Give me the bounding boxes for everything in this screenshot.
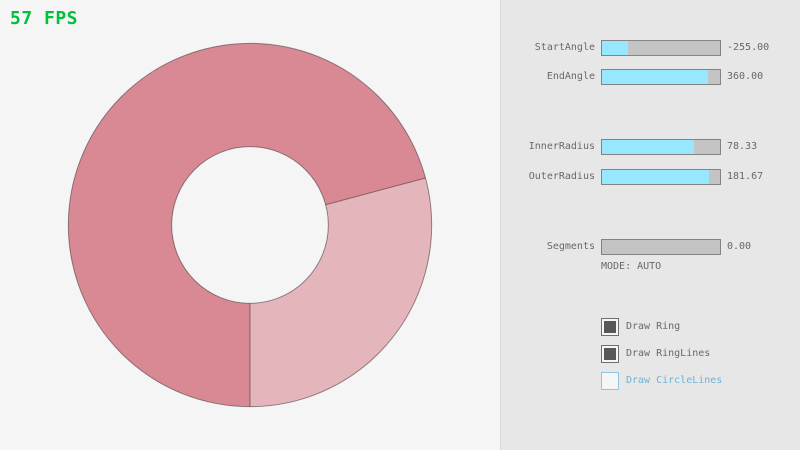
draw-ring-label: Draw Ring — [626, 321, 681, 332]
startangle-label: StartAngle — [534, 42, 595, 53]
draw-circlelines-label: Draw CircleLines — [626, 375, 723, 386]
ring-radial-line-end — [325, 177, 426, 206]
segments-slider[interactable] — [601, 239, 721, 255]
ring-sector-light — [250, 177, 432, 407]
outerradius-slider-fill — [602, 170, 710, 184]
ring-inner-outline — [171, 146, 329, 304]
slider-row-segments: Segments 0.00 — [501, 239, 800, 255]
innerradius-slider-fill — [602, 140, 695, 154]
segments-label: Segments — [546, 241, 595, 252]
control-panel: StartAngle -255.00 EndAngle 360.00 Inner… — [500, 0, 800, 450]
mode-label: MODE: AUTO — [601, 261, 662, 272]
slider-row-innerradius: InnerRadius 78.33 — [501, 139, 800, 155]
ring-lines — [67, 42, 433, 408]
checkbox-draw-circlelines[interactable]: Draw CircleLines — [601, 372, 800, 390]
innerradius-value: 78.33 — [727, 141, 758, 152]
endangle-slider[interactable] — [601, 69, 721, 85]
ring-outer-outline — [67, 42, 433, 408]
draw-ringlines-label: Draw RingLines — [626, 348, 711, 359]
outerradius-value: 181.67 — [727, 171, 764, 182]
checkbox-draw-ringlines[interactable]: Draw RingLines — [601, 345, 800, 363]
startangle-slider[interactable] — [601, 40, 721, 56]
endangle-value: 360.00 — [727, 71, 764, 82]
endangle-label: EndAngle — [546, 71, 595, 82]
fps-counter: 57 FPS — [10, 8, 79, 29]
startangle-value: -255.00 — [727, 42, 770, 53]
draw-circlelines-checkbox[interactable] — [601, 372, 619, 390]
draw-ringlines-checkbox[interactable] — [601, 345, 619, 363]
slider-row-startangle: StartAngle -255.00 — [501, 40, 800, 56]
segments-value: 0.00 — [727, 241, 752, 252]
startangle-slider-fill — [602, 41, 628, 55]
slider-row-endangle: EndAngle 360.00 — [501, 69, 800, 85]
slider-row-outerradius: OuterRadius 181.67 — [501, 169, 800, 185]
innerradius-slider[interactable] — [601, 139, 721, 155]
checkbox-draw-ring[interactable]: Draw Ring — [601, 318, 800, 336]
checkmark — [604, 348, 616, 360]
ring-inner-hole — [171, 146, 329, 304]
endangle-slider-fill — [602, 70, 709, 84]
ring-drawing — [67, 42, 433, 408]
draw-ring-checkbox[interactable] — [601, 318, 619, 336]
outerradius-label: OuterRadius — [528, 171, 595, 182]
outerradius-slider[interactable] — [601, 169, 721, 185]
checkmark — [604, 321, 616, 333]
innerradius-label: InnerRadius — [528, 141, 595, 152]
